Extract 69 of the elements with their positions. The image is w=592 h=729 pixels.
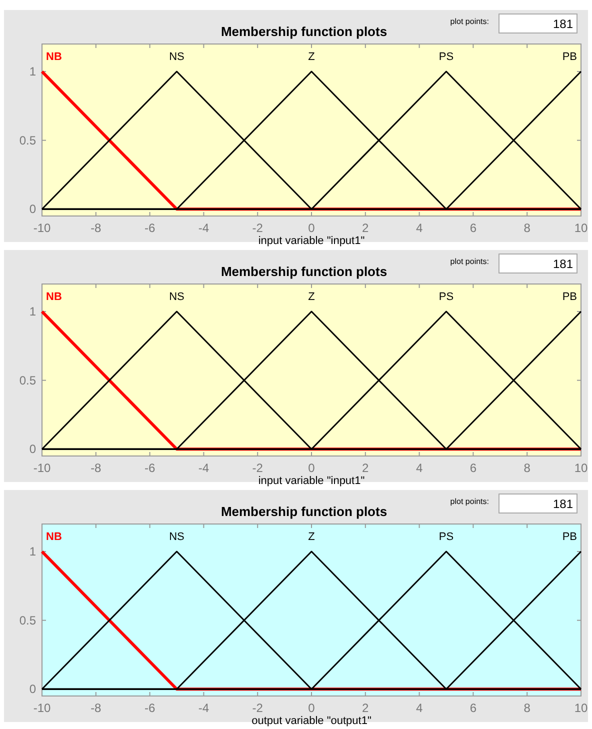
x-tick-label: 6 <box>470 221 477 235</box>
x-tick-label: 8 <box>524 221 531 235</box>
series-label: PB <box>562 291 577 303</box>
text: plot points: <box>450 257 489 266</box>
y-tick-label: 0 <box>29 682 36 696</box>
x-axis-title: input variable "input1" <box>258 475 365 487</box>
x-tick-label: 0 <box>308 221 316 235</box>
text: plot points: <box>450 497 489 506</box>
x-tick-label: -6 <box>144 221 156 235</box>
y-tick-label: 1 <box>29 544 36 559</box>
x-tick-label: 4 <box>416 701 423 715</box>
x-tick-label: -6 <box>144 461 156 475</box>
y-tick-label: 1 <box>29 304 36 319</box>
x-tick-label: -2 <box>252 461 264 475</box>
x-tick-label: -8 <box>90 701 102 715</box>
x-axis-title: output variable "output1" <box>252 715 372 727</box>
series-label: Z <box>308 531 316 543</box>
chart-title: Membership function plots <box>220 24 388 39</box>
x-axis-title: input variable "input1" <box>258 235 365 247</box>
x-tick-label: 4 <box>416 461 423 475</box>
series-label: Z <box>308 51 316 63</box>
x-tick-label: -10 <box>33 221 51 235</box>
x-tick-label: 2 <box>362 701 370 715</box>
text: plot points: <box>450 17 489 26</box>
chart-title: Membership function plots <box>220 264 388 279</box>
series-label: Z <box>308 291 316 303</box>
chart-title: Membership function plots <box>220 504 388 519</box>
series-label: PB <box>562 51 577 63</box>
x-tick-label: -2 <box>252 221 264 235</box>
x-tick-label: 2 <box>362 461 370 475</box>
y-tick-label: 0.5 <box>19 613 36 628</box>
x-tick-label: -4 <box>198 461 210 475</box>
y-tick-label: 0.5 <box>19 373 36 388</box>
x-tick-label: -10 <box>33 461 51 475</box>
x-tick-label: -6 <box>144 701 156 715</box>
x-tick-label: -8 <box>90 461 102 475</box>
y-tick-label: 0 <box>29 202 36 216</box>
x-tick-label: 6 <box>470 701 477 715</box>
series-label: PS <box>438 291 454 303</box>
series-label: NB <box>46 291 62 303</box>
series-label: NS <box>169 51 184 63</box>
x-tick-label: 0 <box>308 701 316 715</box>
x-tick-label: 8 <box>524 461 531 475</box>
x-tick-label: -8 <box>90 221 102 235</box>
series-label: NS <box>169 291 184 303</box>
series-label: NB <box>46 531 62 543</box>
series-label: PS <box>438 51 454 63</box>
series-label: NB <box>46 51 62 63</box>
x-tick-label: 8 <box>524 701 531 715</box>
text: 181 <box>552 497 574 511</box>
x-tick-label: 10 <box>574 701 588 715</box>
y-tick-label: 1 <box>29 64 36 79</box>
x-tick-label: -4 <box>198 221 210 235</box>
series-label: PS <box>438 531 454 543</box>
x-tick-label: -4 <box>198 701 210 715</box>
y-tick-label: 0 <box>29 442 36 456</box>
x-tick-label: 6 <box>470 461 477 475</box>
series-label: PB <box>562 531 577 543</box>
x-tick-label: 2 <box>362 221 370 235</box>
text: 181 <box>552 17 574 31</box>
x-tick-label: 0 <box>308 461 316 475</box>
series-label: NS <box>169 531 184 543</box>
x-tick-label: 10 <box>574 461 588 475</box>
y-tick-label: 0.5 <box>19 133 36 148</box>
x-tick-label: -10 <box>33 701 51 715</box>
x-tick-label: -2 <box>252 701 264 715</box>
x-tick-label: 10 <box>574 221 588 235</box>
text: 181 <box>552 257 574 271</box>
x-tick-label: 4 <box>416 221 423 235</box>
